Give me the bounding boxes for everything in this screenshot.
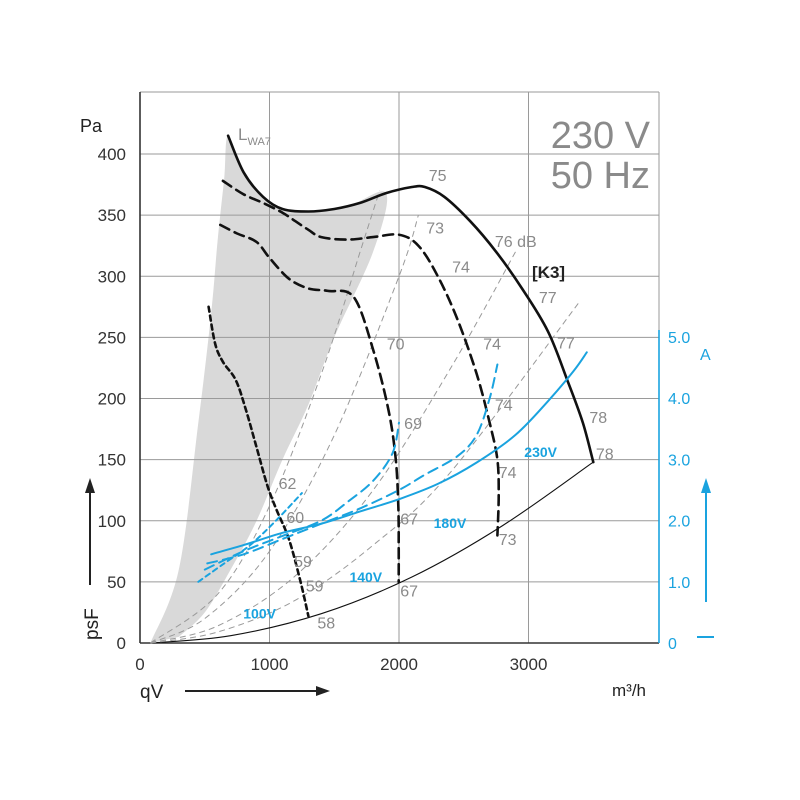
y-unit-label: Pa [80, 116, 103, 136]
y-tick-label: 50 [107, 573, 126, 592]
pressure-curve-230v [226, 134, 595, 464]
y2-tick-label: 0 [668, 636, 677, 653]
y2-axis-arrow [697, 478, 714, 638]
y2-unit-label: A [700, 347, 711, 364]
sound-level-label: 74 [452, 260, 470, 277]
sound-level-label: 59 [294, 554, 312, 571]
x-axis-label: qV [140, 682, 164, 703]
system-curve [150, 300, 581, 644]
sound-level-label: 77 [539, 290, 557, 307]
y2-tick-label: 2.0 [668, 514, 690, 531]
x-tick-label: 2000 [380, 655, 418, 674]
voltage-label: 140V [349, 569, 382, 585]
current-curve-100v [197, 492, 303, 583]
sound-level-label: 74 [499, 465, 517, 482]
model-label: [K3] [532, 263, 565, 282]
x-axis-arrow-head [316, 686, 330, 696]
system-curve [150, 190, 381, 644]
sound-level-label: 67 [400, 511, 418, 528]
x-tick-label: 1000 [251, 655, 289, 674]
system-curve [150, 214, 419, 644]
y2-tick-label: 1.0 [668, 575, 690, 592]
chart-title: 230 V [551, 115, 651, 157]
voltage-label: 100V [243, 606, 276, 622]
y2-tick-label: 4.0 [668, 391, 690, 408]
pressure-curve-140v [219, 223, 401, 584]
sound-level-label: 67 [400, 584, 418, 601]
y2-tick-label: 5.0 [668, 330, 690, 347]
system-curve [150, 461, 594, 644]
y-axis-label: psF [82, 608, 103, 640]
sound-level-label: 70 [387, 337, 405, 354]
plot-area: 0 1000 2000 3000 0 50 100 150 200 250 300 350 400 0 1.… [98, 91, 691, 674]
sound-level-label: 76 dB [495, 234, 537, 251]
y-tick-label: 300 [98, 267, 126, 286]
unstable-zone [150, 135, 388, 644]
pressure-curve-180v [221, 179, 501, 537]
y-tick-label: 150 [98, 451, 126, 470]
chart-subtitle: 50 Hz [551, 155, 650, 197]
x-unit-label: m³/h [612, 681, 646, 700]
pressure-curve-100v [207, 305, 310, 618]
y-tick-label: 400 [98, 145, 126, 164]
x-axis-title: qV [140, 682, 330, 703]
y-axis-title: psF [82, 478, 103, 640]
y2-axis-arrow-head [701, 478, 711, 493]
y-tick-label: 350 [98, 206, 126, 225]
voltage-label: 180V [434, 515, 467, 531]
current-curve-180v [206, 363, 499, 565]
y2-tick-label: 3.0 [668, 452, 690, 469]
x-tick-label: 0 [135, 655, 144, 674]
sound-level-label: 77 [557, 335, 575, 352]
y-tick-label: 250 [98, 328, 126, 347]
lwa-label: LWA7 [238, 125, 271, 148]
tick-labels: 0 1000 2000 3000 0 50 100 150 200 250 300 350 400 0 1.… [98, 145, 691, 674]
x-tick-label: 3000 [510, 655, 548, 674]
sound-level-label: 78 [589, 410, 607, 427]
y-axis-arrow-head [85, 478, 95, 493]
sound-level-label: 78 [596, 447, 614, 464]
current-curve-230v [210, 351, 588, 556]
sound-level-label: 73 [499, 532, 517, 549]
y-tick-label: 200 [98, 390, 126, 409]
y-tick-label: 0 [117, 634, 126, 653]
sound-level-label: 62 [279, 476, 297, 493]
sound-level-label: 59 [306, 579, 324, 596]
voltage-label: 230V [524, 444, 557, 460]
sound-level-label: 69 [404, 416, 422, 433]
sound-level-label: 74 [483, 337, 501, 354]
sound-level-label: 74 [495, 398, 513, 415]
sound-level-label: 73 [426, 220, 444, 237]
voltage-labels: 230V 180V 140V 100V [243, 444, 557, 621]
sound-level-label: 58 [317, 615, 335, 632]
y-tick-label: 100 [98, 512, 126, 531]
sound-level-label: 60 [286, 510, 304, 527]
sound-level-label: 75 [429, 168, 447, 185]
sound-level-labels: 75 73 74 76 dB 77 77 78 78 70 74 74 74 73 69 67 67 62 60 5… [279, 168, 614, 632]
